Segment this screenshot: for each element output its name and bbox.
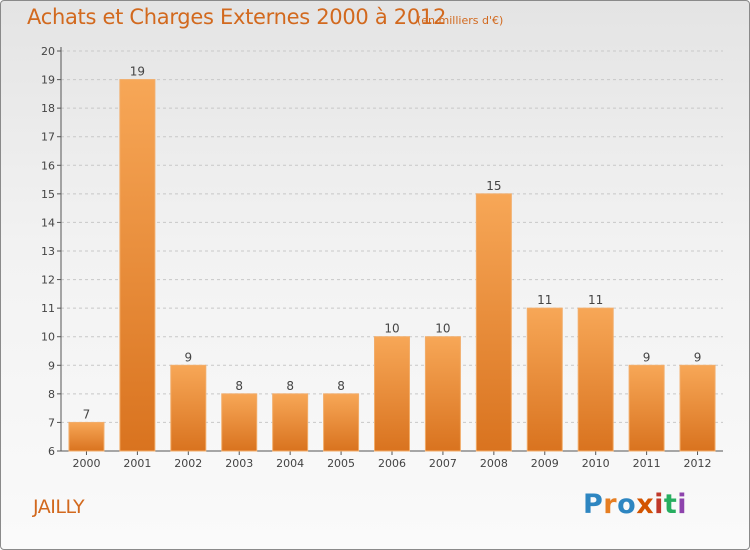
data-label: 8	[337, 379, 345, 393]
data-label: 10	[384, 322, 399, 336]
proxiti-logo: Proxiti	[583, 489, 687, 520]
x-tick-label: 2012	[684, 457, 712, 470]
bar-2012	[679, 364, 716, 452]
y-tick-label: 17	[41, 131, 55, 144]
x-tick-label: 2010	[582, 457, 610, 470]
data-label: 19	[130, 65, 145, 79]
data-label: 11	[537, 293, 552, 307]
data-label: 9	[694, 350, 702, 364]
y-tick-label: 10	[41, 331, 55, 344]
bar-2002	[170, 364, 207, 452]
bar-2003	[221, 393, 258, 452]
x-tick-label: 2009	[531, 457, 559, 470]
bar-2008	[475, 193, 512, 452]
logo-letter: t	[663, 489, 678, 520]
y-tick-label: 11	[41, 302, 55, 315]
y-tick-label: 15	[41, 188, 55, 201]
data-labels: 7 19 9 8 8 8 10 10 15 11 11 9 9	[83, 65, 702, 422]
bar-2000	[68, 421, 105, 452]
data-label: 15	[486, 179, 501, 193]
bar-2005	[323, 393, 360, 452]
x-tick-label: 2011	[633, 457, 661, 470]
x-tick-label: 2004	[276, 457, 304, 470]
x-tick-label: 2003	[225, 457, 253, 470]
y-tick-label: 16	[41, 159, 55, 172]
chart-title: Achats et Charges Externes 2000 à 2012	[27, 5, 447, 29]
y-tick-label: 13	[41, 245, 55, 258]
x-tick-label: 2008	[480, 457, 508, 470]
logo-letter: r	[603, 489, 618, 520]
bar-2010	[577, 307, 614, 452]
data-label: 11	[588, 293, 603, 307]
bar-2004	[272, 393, 309, 452]
y-tick-label: 9	[48, 359, 55, 372]
logo-letter: x	[636, 489, 655, 520]
data-label: 9	[643, 350, 651, 364]
bar-2001	[119, 79, 156, 452]
data-label: 9	[184, 350, 192, 364]
y-tick-label: 18	[41, 102, 55, 115]
bars	[68, 79, 716, 452]
chart-subtitle: (en milliers d'€)	[417, 14, 504, 27]
bar-2006	[374, 336, 410, 452]
data-label: 7	[83, 407, 91, 421]
logo-letter: P	[583, 489, 604, 520]
x-tick-labels: 2000 2001 2002 2003 2004 2005 2006 2007 2008 2009…	[72, 457, 711, 470]
x-tick-label: 2001	[123, 457, 151, 470]
data-label: 8	[286, 379, 294, 393]
y-tick-label: 19	[41, 74, 55, 87]
y-tick-label: 20	[41, 45, 55, 58]
bar-2011	[628, 364, 665, 452]
y-tick-labels: 6 7 8 9 10 11 12 13 14 15 16 17 18 19 20	[41, 45, 55, 458]
logo-letter: o	[617, 489, 637, 520]
x-tick-label: 2000	[72, 457, 100, 470]
x-tick-label: 2005	[327, 457, 355, 470]
data-label: 10	[435, 322, 450, 336]
bar-2007	[424, 336, 461, 452]
y-tick-label: 14	[41, 216, 55, 229]
x-tick-label: 2006	[378, 457, 406, 470]
x-tick-label: 2007	[429, 457, 457, 470]
data-label: 8	[235, 379, 243, 393]
x-tick-label: 2002	[174, 457, 202, 470]
y-tick-label: 7	[48, 416, 55, 429]
logo-letter: i	[677, 489, 688, 520]
logo-letter: i	[654, 489, 664, 520]
y-tick-label: 12	[41, 274, 55, 287]
commune-name: JAILLY	[33, 496, 85, 518]
y-tick-label: 8	[48, 388, 55, 401]
y-tick-label: 6	[48, 445, 55, 458]
bar-2009	[526, 307, 563, 452]
